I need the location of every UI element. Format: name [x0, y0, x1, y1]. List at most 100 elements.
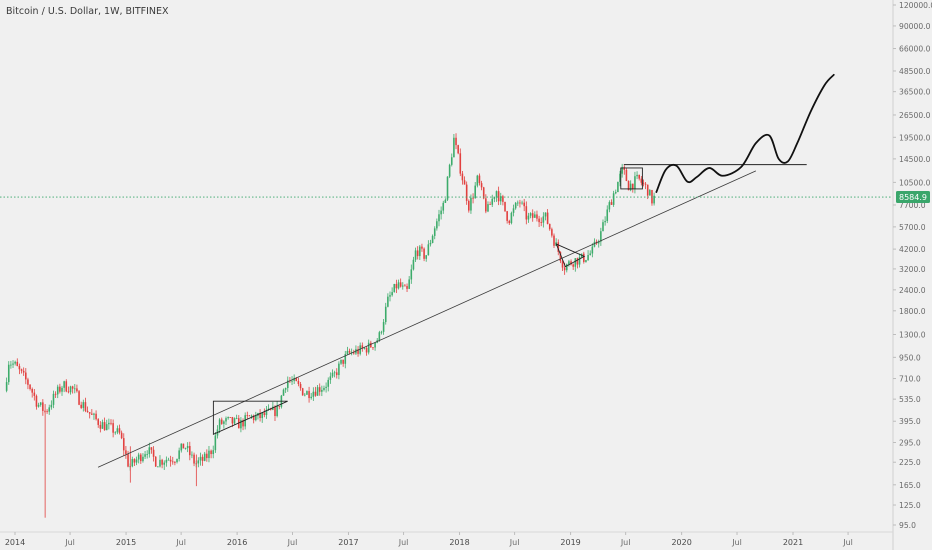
candle-body — [39, 402, 42, 405]
candle-body — [297, 381, 300, 384]
candle-body — [514, 202, 517, 209]
candle-body — [536, 214, 538, 219]
price-tick-label: 48500.0 — [899, 67, 931, 76]
candle-body — [20, 369, 23, 371]
candle-body — [312, 391, 315, 397]
candle-body — [325, 386, 327, 388]
support-trendline[interactable] — [97, 170, 757, 468]
candle-body — [178, 450, 180, 459]
candle-body — [593, 241, 596, 247]
candle-body — [612, 193, 615, 205]
candle-body — [404, 285, 406, 287]
candle-body — [414, 250, 417, 260]
drawing-layer[interactable] — [97, 73, 835, 468]
candle-body — [510, 212, 513, 224]
candle-body — [97, 419, 100, 425]
candle-body — [348, 350, 351, 353]
candle-body — [416, 250, 419, 257]
candle-body — [91, 413, 93, 415]
candle-body — [436, 221, 438, 229]
price-axis[interactable]: 95.0 125.0 165.0 225.0 295.0 395.0 535.0 710.0 9… — [893, 1, 932, 530]
candle-body — [304, 394, 306, 396]
candle-body — [495, 191, 498, 198]
candle-body — [525, 206, 528, 220]
candle-body — [587, 254, 589, 261]
candle-body — [293, 377, 295, 381]
candle-body — [634, 176, 636, 190]
price-tick-label: 165.0 — [899, 481, 921, 490]
triangle-pattern[interactable] — [555, 243, 586, 268]
candle-body — [163, 462, 166, 465]
range-box[interactable] — [620, 167, 643, 190]
time-tick-label: 2016 — [227, 538, 247, 547]
candle-body — [197, 460, 200, 464]
candle-body — [619, 173, 621, 183]
projection-path[interactable] — [655, 73, 835, 193]
candle-body — [333, 372, 336, 374]
candle-body — [502, 196, 504, 202]
candle-body — [450, 157, 453, 165]
candle-body — [538, 218, 540, 223]
candle-body — [212, 450, 215, 455]
candle-body — [154, 456, 157, 467]
candle-body — [161, 459, 163, 465]
time-tick-label: Jul — [175, 538, 186, 547]
candle-body — [576, 258, 579, 265]
candle-body — [516, 202, 519, 204]
candle-body — [310, 396, 312, 399]
candle-body — [252, 415, 255, 421]
candle-body — [563, 267, 566, 271]
candle-body — [602, 222, 604, 232]
candle-body — [206, 453, 208, 459]
candle-body — [636, 174, 638, 177]
candle-body — [12, 363, 14, 365]
candle-body — [122, 438, 125, 451]
candle-body — [203, 453, 206, 461]
candle-body — [361, 345, 364, 349]
candle-body — [127, 454, 129, 467]
candle-body — [7, 364, 10, 383]
candle-body — [553, 235, 555, 246]
candle-body — [365, 347, 368, 353]
candle-body — [561, 261, 564, 268]
candle-body — [374, 342, 376, 348]
candle-body — [223, 421, 225, 424]
candle-body — [429, 242, 432, 245]
time-tick-label: 2021 — [783, 538, 803, 547]
candle-body — [472, 197, 474, 199]
candle-body — [5, 382, 8, 391]
time-tick-label: 2018 — [449, 538, 469, 547]
candle-body — [470, 197, 472, 211]
candle-body — [468, 200, 470, 211]
candle-body — [135, 459, 138, 463]
candle-body — [372, 347, 374, 349]
price-tick-label: 10500.0 — [899, 178, 931, 187]
candle-body — [380, 331, 383, 333]
candle-body — [61, 387, 63, 392]
price-tick-label: 535.0 — [899, 395, 921, 404]
candle-body — [487, 204, 489, 212]
candle-body — [291, 380, 293, 382]
candle-body — [457, 145, 459, 154]
candle-body — [608, 202, 611, 210]
candle-body — [308, 391, 310, 399]
candle-body — [329, 376, 332, 380]
candle-body — [306, 391, 308, 395]
candle-body — [642, 182, 645, 184]
candle-body — [499, 196, 502, 202]
time-tick-label: Jul — [287, 538, 298, 547]
price-tick-label: 1300.0 — [899, 330, 926, 339]
candle-body — [54, 393, 57, 395]
candle-body — [342, 359, 344, 364]
candle-body — [604, 221, 606, 223]
candle-body — [174, 462, 176, 463]
candle-body — [638, 174, 640, 179]
candle-body — [50, 404, 53, 408]
triangle-pattern[interactable] — [212, 400, 288, 436]
time-axis[interactable]: 2014 Jul 2015 Jul 2016 Jul 2017 Jul 2018 Jul 2019 J… — [5, 532, 853, 547]
candle-body — [131, 459, 134, 467]
candle-body — [397, 282, 400, 289]
candle-body — [327, 379, 330, 387]
